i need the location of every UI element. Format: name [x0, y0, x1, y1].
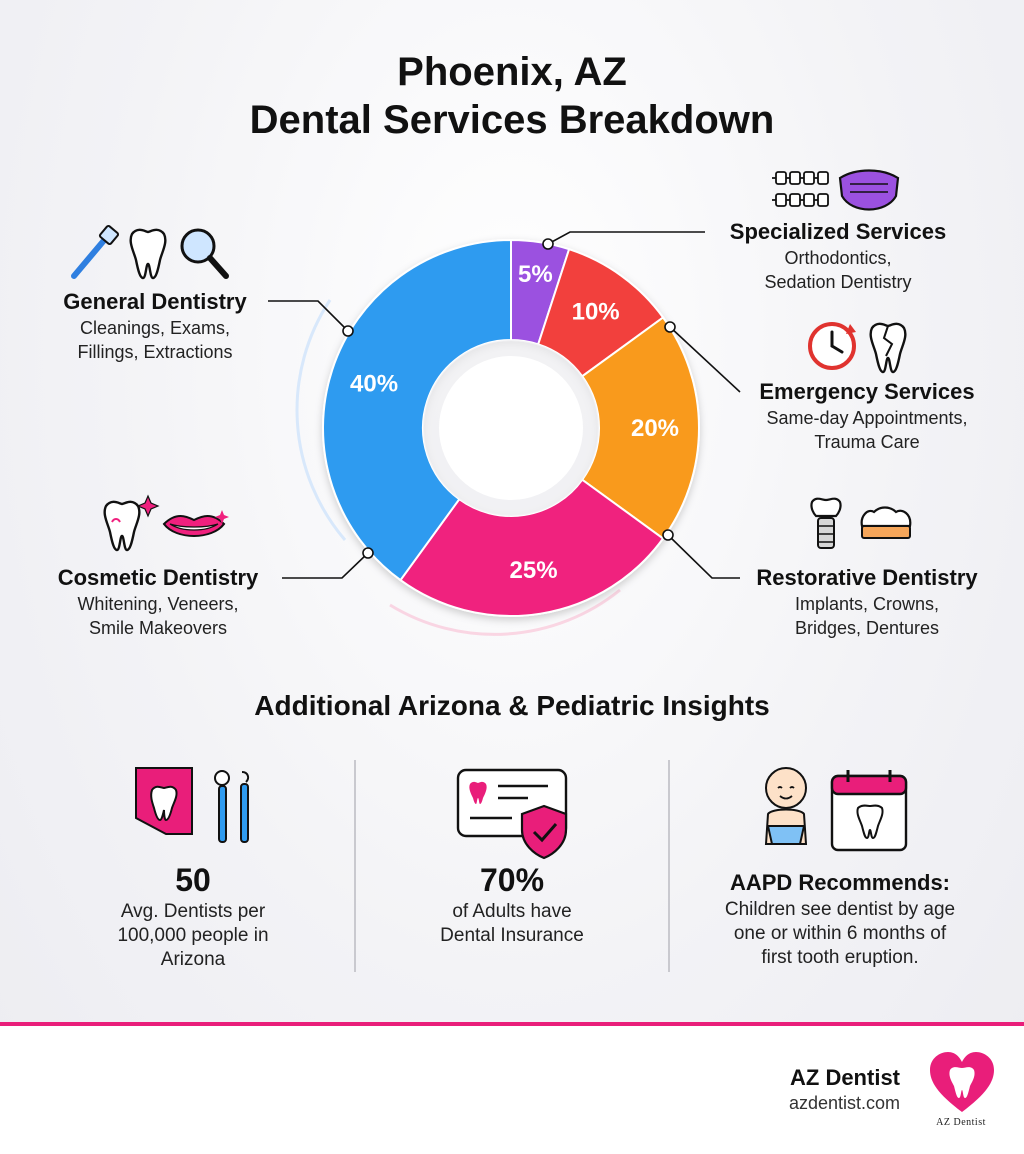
insurance-icons	[456, 768, 568, 860]
brand-url[interactable]: azdentist.com	[788, 1093, 900, 1113]
slice-label-cosmetic-dentistry: 25%	[510, 557, 558, 584]
restorative-dentistry-icons	[810, 497, 912, 549]
leader-emergency	[669, 326, 741, 393]
insight-aapd: AAPD Recommends: Children see dentist by…	[690, 860, 990, 970]
heart-tooth-logo	[930, 1052, 994, 1112]
glow-arc-left	[295, 299, 347, 541]
magnifier-icon	[180, 228, 229, 279]
crown-icon	[860, 506, 912, 539]
arizona-map-icon	[135, 767, 193, 835]
calendar-tooth-icon	[830, 770, 908, 852]
cracked-tooth-icon	[869, 322, 907, 374]
leader-dot-specialized	[542, 238, 554, 250]
legend-general-title: General Dentistry	[63, 289, 247, 314]
legend-specialized-line1: Orthodontics,	[784, 248, 892, 268]
leader-dot-general	[342, 325, 354, 337]
legend-restorative-line2: Bridges, Dentures	[794, 618, 940, 638]
insight-insurance: 70% of Adults have Dental Insurance	[392, 860, 632, 948]
insights-title: Additional Arizona & Pediatric Insights	[254, 690, 770, 721]
footer	[0, 1026, 1024, 1154]
insight-aapd-title: AAPD Recommends:	[729, 870, 951, 895]
emergency-services-icons	[808, 322, 907, 374]
lips-icon	[162, 510, 229, 537]
legend-cosmetic-title: Cosmetic Dentistry	[57, 565, 259, 590]
insight-dentists-line1: Avg. Dentists per	[120, 901, 266, 922]
brand-name: AZ Dentist	[790, 1065, 900, 1090]
braces-icon	[772, 171, 829, 207]
aapd-icons	[764, 767, 908, 852]
leader-restorative	[667, 534, 740, 579]
page-title-line2: Dental Services Breakdown	[249, 98, 775, 142]
leader-dot-restorative	[662, 529, 674, 541]
shield-check-icon	[520, 804, 568, 860]
clock-icon	[808, 322, 856, 370]
leader-lines	[268, 231, 741, 579]
insight-dentists-line3: Arizona	[160, 949, 226, 970]
logo-text: AZ Dentist	[936, 1117, 986, 1128]
insight-separator-1	[354, 760, 356, 972]
baby-icon	[764, 767, 808, 845]
cosmetic-dentistry-icons	[103, 494, 229, 552]
slice-label-emergency-services: 10%	[572, 299, 620, 326]
insight-insurance-value: 70%	[479, 862, 545, 898]
insight-separator-2	[668, 760, 670, 972]
legend-general-line2: Fillings, Extractions	[77, 342, 233, 362]
legend-cosmetic-line2: Smile Makeovers	[88, 618, 228, 638]
dentists-icons	[135, 767, 250, 843]
slice-label-general-dentistry: 40%	[350, 371, 398, 398]
insight-insurance-line1: of Adults have	[452, 901, 572, 922]
toothbrush-icon	[71, 224, 120, 279]
insight-dentists: 50 Avg. Dentists per 100,000 people in A…	[74, 860, 312, 972]
mask-icon	[838, 169, 900, 211]
legend-emergency: Emergency Services Same-day Appointments…	[738, 378, 996, 454]
insight-dentists-value: 50	[175, 862, 211, 898]
legend-specialized-line2: Sedation Dentistry	[764, 272, 912, 292]
legend-emergency-title: Emergency Services	[759, 379, 975, 404]
leader-dot-emergency	[664, 321, 676, 333]
leader-dot-cosmetic	[362, 547, 374, 559]
insight-aapd-line3: first tooth eruption.	[761, 947, 919, 968]
footer-accent-line	[0, 1022, 1024, 1026]
insight-aapd-line1: Children see dentist by age	[724, 899, 956, 920]
dental-tools-icon	[214, 770, 250, 843]
page-title-line1: Phoenix, AZ	[397, 50, 627, 94]
legend-cosmetic: Cosmetic Dentistry Whitening, Veneers, S…	[34, 564, 282, 640]
glow-arc-bottom	[389, 588, 621, 636]
tooth-icon	[129, 228, 167, 280]
slice-label-specialized-services: 5%	[518, 261, 553, 288]
legend-specialized-title: Specialized Services	[729, 219, 947, 244]
insight-insurance-line2: Dental Insurance	[440, 925, 584, 946]
legend-restorative-line1: Implants, Crowns,	[794, 594, 940, 614]
legend-restorative: Restorative Dentistry Implants, Crowns, …	[738, 564, 996, 640]
legend-general: General Dentistry Cleanings, Exams, Fill…	[40, 288, 270, 364]
legend-specialized: Specialized Services Orthodontics, Sedat…	[706, 218, 970, 294]
legend-restorative-title: Restorative Dentistry	[756, 565, 978, 590]
slice-label-restorative-dentistry: 20%	[631, 415, 679, 442]
sparkle-tooth-icon	[103, 494, 160, 552]
general-dentistry-icons	[71, 224, 229, 280]
implant-icon	[810, 497, 842, 549]
insight-aapd-line2: one or within 6 months of	[733, 923, 947, 944]
leader-general	[268, 300, 349, 332]
insight-dentists-line2: 100,000 people in	[117, 925, 269, 946]
legend-cosmetic-line1: Whitening, Veneers,	[77, 594, 239, 614]
legend-emergency-line1: Same-day Appointments,	[766, 408, 968, 428]
legend-emergency-line2: Trauma Care	[814, 432, 920, 452]
leader-specialized	[547, 231, 705, 245]
legend-general-line1: Cleanings, Exams,	[79, 318, 231, 338]
donut-hole	[439, 356, 583, 500]
specialized-services-icons	[772, 169, 900, 211]
donut-chart: 5% 10% 20% 25% 40%	[268, 231, 741, 636]
leader-cosmetic	[282, 552, 369, 579]
